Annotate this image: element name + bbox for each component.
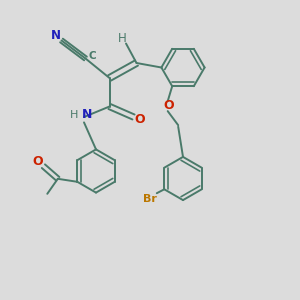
Text: O: O	[163, 99, 174, 112]
Text: N: N	[82, 108, 92, 121]
Text: C: C	[88, 51, 96, 61]
Text: Br: Br	[143, 194, 157, 204]
Text: O: O	[135, 113, 146, 126]
Text: O: O	[33, 155, 43, 168]
Text: H: H	[118, 32, 127, 45]
Text: N: N	[51, 28, 61, 42]
Text: H: H	[70, 110, 79, 120]
